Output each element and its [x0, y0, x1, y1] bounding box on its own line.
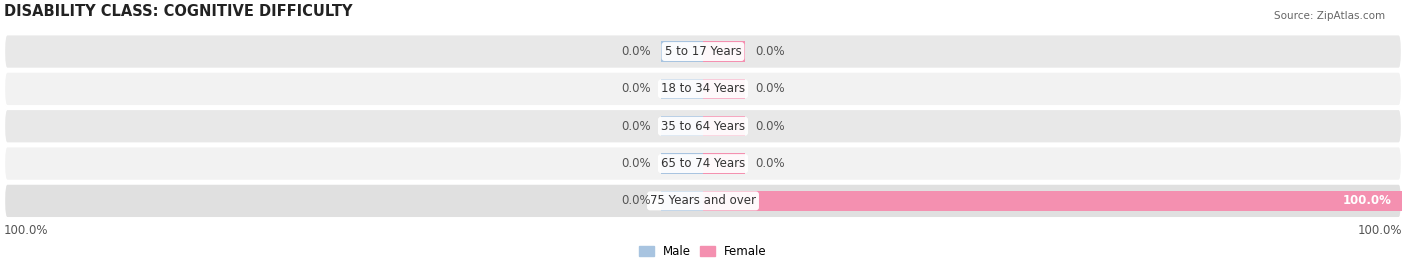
- Text: 0.0%: 0.0%: [621, 120, 651, 133]
- Text: 75 Years and over: 75 Years and over: [650, 194, 756, 207]
- FancyBboxPatch shape: [4, 109, 1402, 143]
- Legend: Male, Female: Male, Female: [634, 240, 772, 263]
- Bar: [661, 41, 703, 62]
- Bar: [661, 153, 703, 174]
- Bar: [703, 116, 745, 136]
- Text: 0.0%: 0.0%: [621, 82, 651, 95]
- Text: DISABILITY CLASS: COGNITIVE DIFFICULTY: DISABILITY CLASS: COGNITIVE DIFFICULTY: [4, 4, 353, 19]
- Text: 0.0%: 0.0%: [755, 120, 785, 133]
- Text: 5 to 17 Years: 5 to 17 Years: [665, 45, 741, 58]
- Text: 100.0%: 100.0%: [1343, 194, 1392, 207]
- Text: 18 to 34 Years: 18 to 34 Years: [661, 82, 745, 95]
- Bar: [661, 79, 703, 99]
- Text: 35 to 64 Years: 35 to 64 Years: [661, 120, 745, 133]
- FancyBboxPatch shape: [4, 184, 1402, 218]
- Bar: [703, 191, 1402, 211]
- FancyBboxPatch shape: [4, 72, 1402, 106]
- Text: 0.0%: 0.0%: [755, 157, 785, 170]
- Text: 65 to 74 Years: 65 to 74 Years: [661, 157, 745, 170]
- Text: 0.0%: 0.0%: [621, 194, 651, 207]
- Text: 0.0%: 0.0%: [755, 45, 785, 58]
- Text: 0.0%: 0.0%: [755, 82, 785, 95]
- Bar: [661, 191, 703, 211]
- Text: 100.0%: 100.0%: [1357, 224, 1402, 237]
- Text: 100.0%: 100.0%: [4, 224, 49, 237]
- Bar: [703, 79, 745, 99]
- Text: 0.0%: 0.0%: [621, 157, 651, 170]
- FancyBboxPatch shape: [4, 34, 1402, 69]
- Bar: [661, 116, 703, 136]
- Bar: [703, 153, 745, 174]
- Text: 0.0%: 0.0%: [621, 45, 651, 58]
- Bar: [703, 41, 745, 62]
- Text: Source: ZipAtlas.com: Source: ZipAtlas.com: [1274, 11, 1385, 21]
- FancyBboxPatch shape: [4, 146, 1402, 181]
